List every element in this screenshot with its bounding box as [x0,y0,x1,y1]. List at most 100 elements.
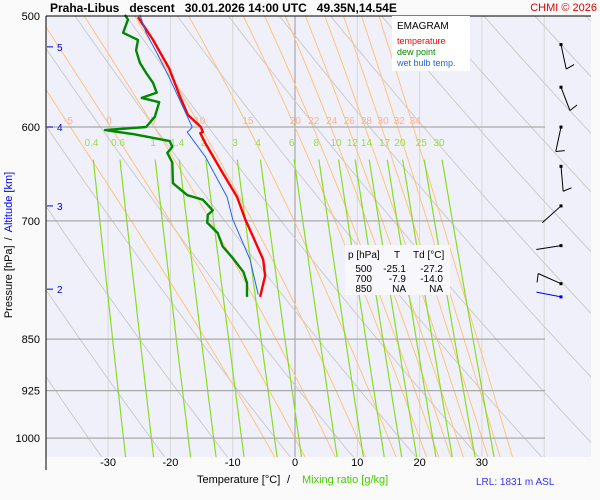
moist-adiabat-label: -5 [64,116,73,127]
wind-barb-shaft [555,126,562,152]
moist-adiabat-label: 22 [308,116,320,127]
y-tick-label: 600 [22,122,40,134]
x-tick-label: 0 [292,457,298,469]
mixing-ratio-label: 12 [347,138,359,149]
dry-adiabat-line [46,125,292,457]
table-header-t: T [394,250,400,261]
y-tick-label: 925 [22,386,40,398]
mixing-ratio-label: 1.4 [170,138,184,149]
moist-adiabat-line [134,16,367,457]
wind-barb-station [559,164,563,168]
table-cell: NA [429,284,443,295]
dry-adiabat-line [74,16,417,457]
x-axis-separator: / [287,474,291,486]
profile-series [103,14,267,298]
wind-barb-feather [569,104,578,111]
mixing-ratio-line [386,159,437,457]
wind-barb-shaft [536,245,562,251]
x-tick-label: 10 [351,457,363,469]
wind-barb-station [559,295,563,299]
lrl-label: LRL: 1831 m ASL [476,477,555,488]
copyright: CHMI © 2026 [530,2,597,14]
wind-barb-station [559,125,563,129]
wind-barb-shaft [560,166,564,192]
table-header-td: Td [°C] [413,250,444,261]
mixing-ratio-line [423,159,476,457]
y-tick-label: 1000 [16,433,40,445]
wind-barb-station [559,282,563,286]
mixing-ratio-label: 8 [314,138,320,149]
y-axis-title: Pressure [hPa] / Altitude [km] [3,172,15,318]
mixing-ratio-line [119,159,155,457]
mixing-ratio-line [318,159,364,457]
dry-adiabat-line [46,375,103,457]
moist-adiabat-label: 34 [410,116,422,127]
x-tick-label: -10 [225,457,241,469]
y-tick-label: 850 [22,334,40,346]
table-cell: -14.0 [420,274,443,285]
mixing-ratio-line [236,159,278,457]
dry-adiabat-line [125,16,480,457]
dew-point-line [103,14,249,297]
wind-barb-station [559,43,563,47]
mixing-ratio-line [338,159,385,457]
moist-adiabat-label: 15 [242,116,254,127]
x-tick-label: -30 [100,457,116,469]
moist-adiabat-labels: -5 0 5 10 15 20 22 24 26 28 30 32 34 [64,116,421,127]
moist-adiabat-line [378,16,513,457]
altitude-tick-label: 4 [57,123,63,134]
dry-adiabat-line [329,16,591,315]
mixing-ratio-label: 6 [289,138,295,149]
x-axis-label-temperature: Temperature [°C] [197,474,280,486]
dry-adiabat-line [381,16,591,253]
table-row: 850 NA NA [355,284,443,295]
moist-adiabat-label: 28 [361,116,373,127]
values-table: p [hPa] T Td [°C] 500 -25.1 -27.2 700 -7… [345,245,450,295]
altitude-tick-label: 5 [57,43,63,54]
table-cell: 700 [355,274,372,285]
table-cell: NA [392,284,406,295]
moist-adiabat-label: 20 [290,116,302,127]
x-tick-label: 20 [413,457,425,469]
mixing-ratio-line [205,159,245,457]
mixing-ratio-label: 0.4 [84,138,98,149]
wind-barb-station [559,244,563,248]
mixing-ratio-label: 4 [255,138,261,149]
mixing-ratio-label: 20 [394,138,406,149]
legend-box [392,16,470,71]
y-tick-label: 700 [22,216,40,228]
mixing-ratio-label: 10 [330,138,342,149]
mixing-ratio-line [293,159,338,457]
wind-barbs [536,43,578,299]
moist-adiabat-line [83,16,336,457]
y-ticks: 500 600 700 850 925 1000 [16,11,40,445]
wind-barb-feather [562,187,572,192]
altitude-tick-label: 3 [57,202,63,213]
moist-adiabat-line [46,88,276,457]
mixing-ratio-line [259,159,303,457]
moist-adiabat-label: 30 [378,116,390,127]
mixing-ratio-label: 30 [434,138,446,149]
mixing-ratio-label: 25 [416,138,428,149]
y-axis-label-pressure: Pressure [hPa] [3,245,15,318]
moist-adiabat-label: 24 [326,116,338,127]
wind-barb-shaft [537,273,562,285]
mixing-ratio-line [441,159,495,457]
grid-lines [46,16,591,457]
y-axis-label-altitude: Altitude [km] [3,172,15,233]
x-ticks: -30 -20 -10 0 10 20 30 [100,457,488,469]
wind-barb-shaft [560,87,571,111]
dry-adiabat-line [432,16,591,193]
wind-barb-station [559,85,563,89]
moist-adiabat-label: 32 [394,116,406,127]
moist-adiabat-label: 10 [194,116,206,127]
pressure-lines [46,126,545,439]
mixing-ratio-label: 2 [201,138,207,149]
mixing-ratio-line [402,159,453,457]
mixing-ratio-line [92,159,127,457]
dry-adiabat-line [46,289,166,457]
table-cell: 850 [355,284,372,295]
table-cell: -7.9 [389,274,407,285]
y-tick-label: 500 [22,11,40,23]
